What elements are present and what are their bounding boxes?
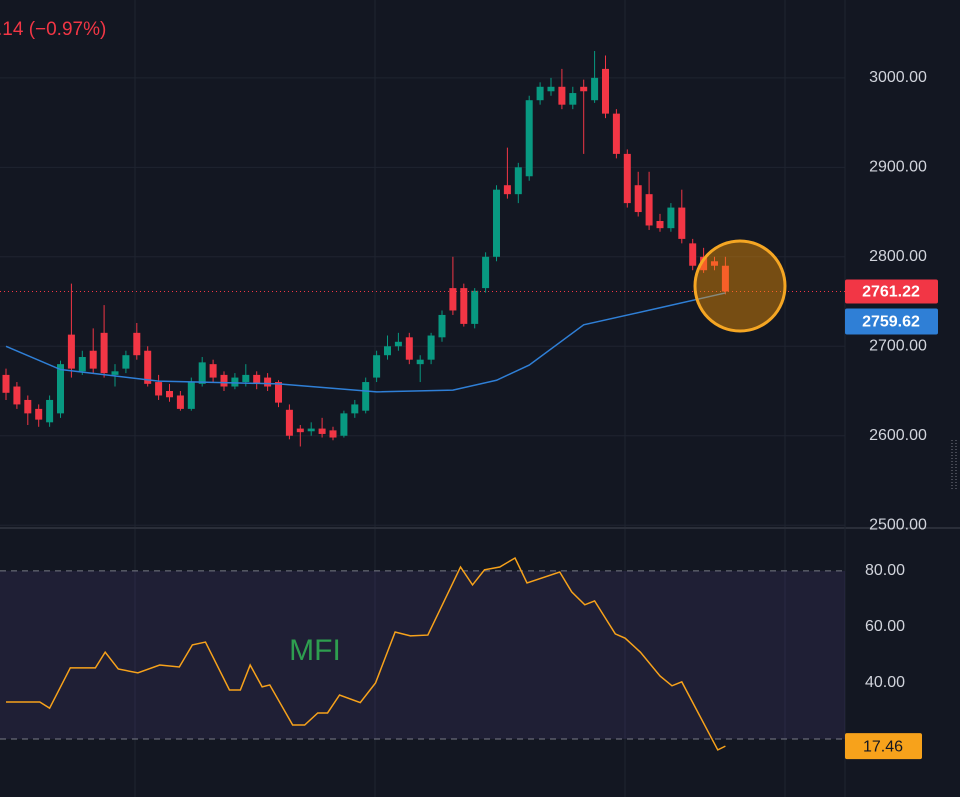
candle-body	[111, 371, 119, 375]
candle-body	[384, 346, 391, 356]
vertical-grid	[134, 0, 786, 797]
y-tick-label: 2500.00	[869, 516, 927, 533]
highlight-circle	[693, 239, 787, 333]
y-tick-label: 40.00	[865, 674, 905, 691]
candle-body	[264, 377, 272, 387]
candle-body	[678, 207, 686, 239]
candle-body	[340, 413, 348, 436]
candle-body	[242, 374, 250, 383]
candle-body	[667, 207, 675, 229]
ma-value-label: 2759.62	[862, 314, 920, 331]
y-tick-label: 3000.00	[869, 69, 927, 86]
price-change: .14 (−0.97%)	[0, 19, 106, 40]
plot-layer	[0, 51, 845, 751]
candle-body	[176, 395, 184, 409]
candle-body	[514, 167, 522, 195]
candle-body	[24, 399, 32, 414]
candle-body	[536, 86, 544, 101]
candle-body	[645, 194, 653, 226]
candle-body	[57, 364, 64, 414]
candle-body	[612, 113, 620, 154]
candle-body	[89, 350, 97, 369]
candle-body	[591, 77, 599, 101]
candle-body	[558, 86, 566, 105]
candle-body	[2, 374, 10, 393]
candle-body	[231, 377, 239, 387]
moving-average	[5, 292, 726, 393]
candle-body	[634, 185, 642, 213]
candle-body	[285, 409, 293, 436]
y-tick-label: 2900.00	[869, 159, 927, 176]
candle-body	[482, 256, 490, 289]
mfi-line	[6, 556, 726, 751]
candle-body	[394, 341, 402, 347]
last-price-label: 2761.22	[862, 284, 920, 301]
candle-body	[362, 382, 370, 411]
candle-body	[78, 357, 86, 372]
scale-handle	[951, 440, 957, 490]
candle-body	[67, 334, 75, 369]
candle-body	[460, 288, 468, 324]
candle-body	[427, 335, 435, 360]
candle-body	[133, 332, 141, 356]
candle-body	[187, 382, 195, 409]
candle-body	[493, 189, 500, 257]
candle-body	[700, 256, 708, 271]
candle-body	[525, 100, 533, 177]
candle-body	[689, 243, 697, 266]
candle-body	[220, 374, 228, 387]
y-tick-label: 2700.00	[869, 337, 927, 354]
candle-body	[656, 221, 664, 229]
candle-body	[253, 374, 261, 384]
candle-body	[35, 408, 43, 420]
candle-body	[580, 86, 588, 92]
candle-body	[166, 391, 173, 398]
y-tick-label: 2800.00	[869, 248, 927, 265]
candle-body	[405, 337, 413, 360]
candle-body	[547, 86, 555, 92]
label-layer: 2500.00 2600.00 2700.00 2800.00 2900.00 3000.…	[289, 69, 938, 760]
ma-value-box	[845, 308, 938, 335]
last-price-box	[845, 279, 938, 304]
band-fill	[0, 570, 845, 740]
candle-body	[122, 355, 130, 369]
candle-body	[373, 355, 381, 378]
candle-body	[155, 382, 163, 396]
y-tick-label: 60.00	[865, 618, 905, 635]
indicator-name: MFI	[289, 634, 341, 667]
candle-body	[503, 185, 511, 195]
candle-body	[100, 332, 108, 374]
y-tick-label: 80.00	[865, 562, 905, 579]
candle-body	[13, 386, 21, 405]
candle-body	[329, 430, 337, 438]
candle-body	[318, 428, 326, 434]
candle-body	[307, 428, 315, 432]
candle-body	[351, 404, 359, 414]
last-value-label: 17.46	[863, 738, 903, 755]
last-value-box	[845, 733, 922, 760]
candle-body	[721, 265, 729, 292]
y-tick-label: 2600.00	[869, 427, 927, 444]
candle-body	[275, 382, 282, 403]
candle-body	[471, 290, 479, 324]
candle-body	[416, 359, 424, 365]
candle-body	[198, 362, 206, 384]
candle-body	[438, 314, 446, 338]
candle-body	[449, 288, 457, 311]
candle-body	[623, 153, 631, 204]
candle-body	[296, 428, 304, 433]
candle-body	[209, 364, 217, 378]
candle-body	[569, 93, 577, 105]
candle-body	[144, 350, 152, 384]
candle-body	[711, 261, 718, 266]
candle-body	[602, 68, 609, 114]
candle-body	[46, 399, 54, 423]
